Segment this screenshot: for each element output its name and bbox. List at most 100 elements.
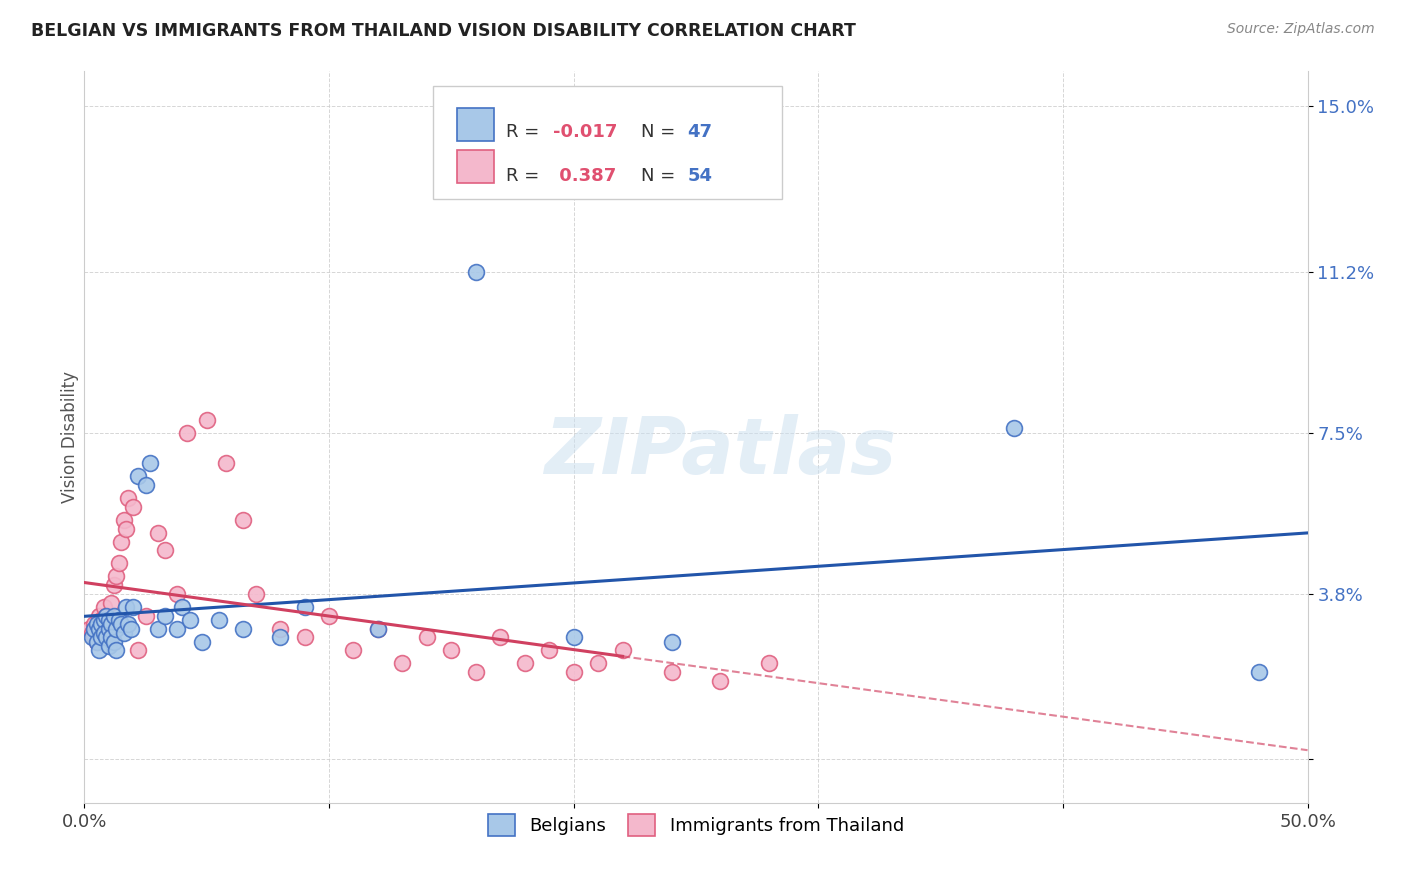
Point <box>586 657 609 671</box>
Point <box>391 657 413 671</box>
Point <box>93 599 115 614</box>
Text: R =: R = <box>506 123 546 141</box>
Point <box>105 622 128 636</box>
Text: ZIPatlas: ZIPatlas <box>544 414 897 490</box>
Point <box>117 491 139 505</box>
FancyBboxPatch shape <box>433 86 782 200</box>
Point <box>90 617 112 632</box>
Point <box>100 622 122 636</box>
Point <box>107 613 129 627</box>
Point <box>83 622 105 636</box>
Point <box>195 412 218 426</box>
Point <box>179 613 201 627</box>
Point <box>90 631 112 645</box>
Point <box>93 622 115 636</box>
Point <box>318 608 340 623</box>
Point <box>294 631 316 645</box>
Point <box>77 622 100 636</box>
Point <box>105 643 128 657</box>
Point <box>153 608 176 623</box>
Point <box>97 613 120 627</box>
Point <box>153 543 176 558</box>
Point <box>135 608 157 623</box>
Point <box>342 643 364 657</box>
Point <box>464 665 486 680</box>
Point <box>661 634 683 648</box>
Point <box>87 643 110 657</box>
Point <box>166 587 188 601</box>
Point <box>232 513 254 527</box>
Bar <box>457 108 494 141</box>
Point <box>110 617 132 632</box>
Point <box>127 643 149 657</box>
Point <box>90 631 112 645</box>
Bar <box>457 151 494 183</box>
Point <box>117 617 139 632</box>
Point <box>93 613 115 627</box>
Point <box>245 587 267 601</box>
Point <box>135 478 157 492</box>
Point <box>489 631 512 645</box>
Point <box>416 631 439 645</box>
Point <box>1002 421 1025 435</box>
Point <box>87 608 110 623</box>
Point <box>122 599 145 614</box>
Point <box>103 608 125 623</box>
Point <box>172 599 194 614</box>
Point <box>103 578 125 592</box>
Legend: Belgians, Immigrants from Thailand: Belgians, Immigrants from Thailand <box>479 805 912 845</box>
Point <box>191 634 214 648</box>
Point <box>96 631 118 645</box>
Point <box>93 626 115 640</box>
Point <box>110 534 132 549</box>
Point <box>294 599 316 614</box>
Point <box>232 622 254 636</box>
Point <box>146 525 169 540</box>
Point <box>105 569 128 583</box>
Point <box>112 513 135 527</box>
Text: 0.387: 0.387 <box>553 167 616 185</box>
Point <box>127 469 149 483</box>
Point <box>115 521 138 535</box>
Point <box>86 617 108 632</box>
Point <box>100 617 122 632</box>
Y-axis label: Vision Disability: Vision Disability <box>62 371 80 503</box>
Point <box>269 622 291 636</box>
Point <box>96 608 118 623</box>
Point <box>122 500 145 514</box>
Point <box>100 595 122 609</box>
Point <box>464 265 486 279</box>
Text: N =: N = <box>641 167 681 185</box>
Point <box>83 617 105 632</box>
Text: Source: ZipAtlas.com: Source: ZipAtlas.com <box>1227 22 1375 37</box>
Text: -0.017: -0.017 <box>553 123 617 141</box>
Point <box>139 456 162 470</box>
Point <box>97 639 120 653</box>
Point <box>166 622 188 636</box>
Text: 54: 54 <box>688 167 713 185</box>
Point <box>112 626 135 640</box>
Text: R =: R = <box>506 167 546 185</box>
Point <box>103 634 125 648</box>
Point <box>612 643 634 657</box>
Point <box>115 599 138 614</box>
Point <box>80 626 103 640</box>
Point <box>513 657 536 671</box>
Point <box>367 622 389 636</box>
Point <box>562 665 585 680</box>
Point <box>709 673 731 688</box>
Point <box>440 643 463 657</box>
Point <box>96 608 118 623</box>
Point <box>86 634 108 648</box>
Point <box>120 622 142 636</box>
Point <box>208 613 231 627</box>
Point <box>87 622 110 636</box>
Point <box>83 631 105 645</box>
Point <box>176 425 198 440</box>
Point <box>538 643 561 657</box>
Point <box>87 626 110 640</box>
Text: N =: N = <box>641 123 681 141</box>
Point <box>86 622 108 636</box>
Point <box>100 631 122 645</box>
Point <box>146 622 169 636</box>
